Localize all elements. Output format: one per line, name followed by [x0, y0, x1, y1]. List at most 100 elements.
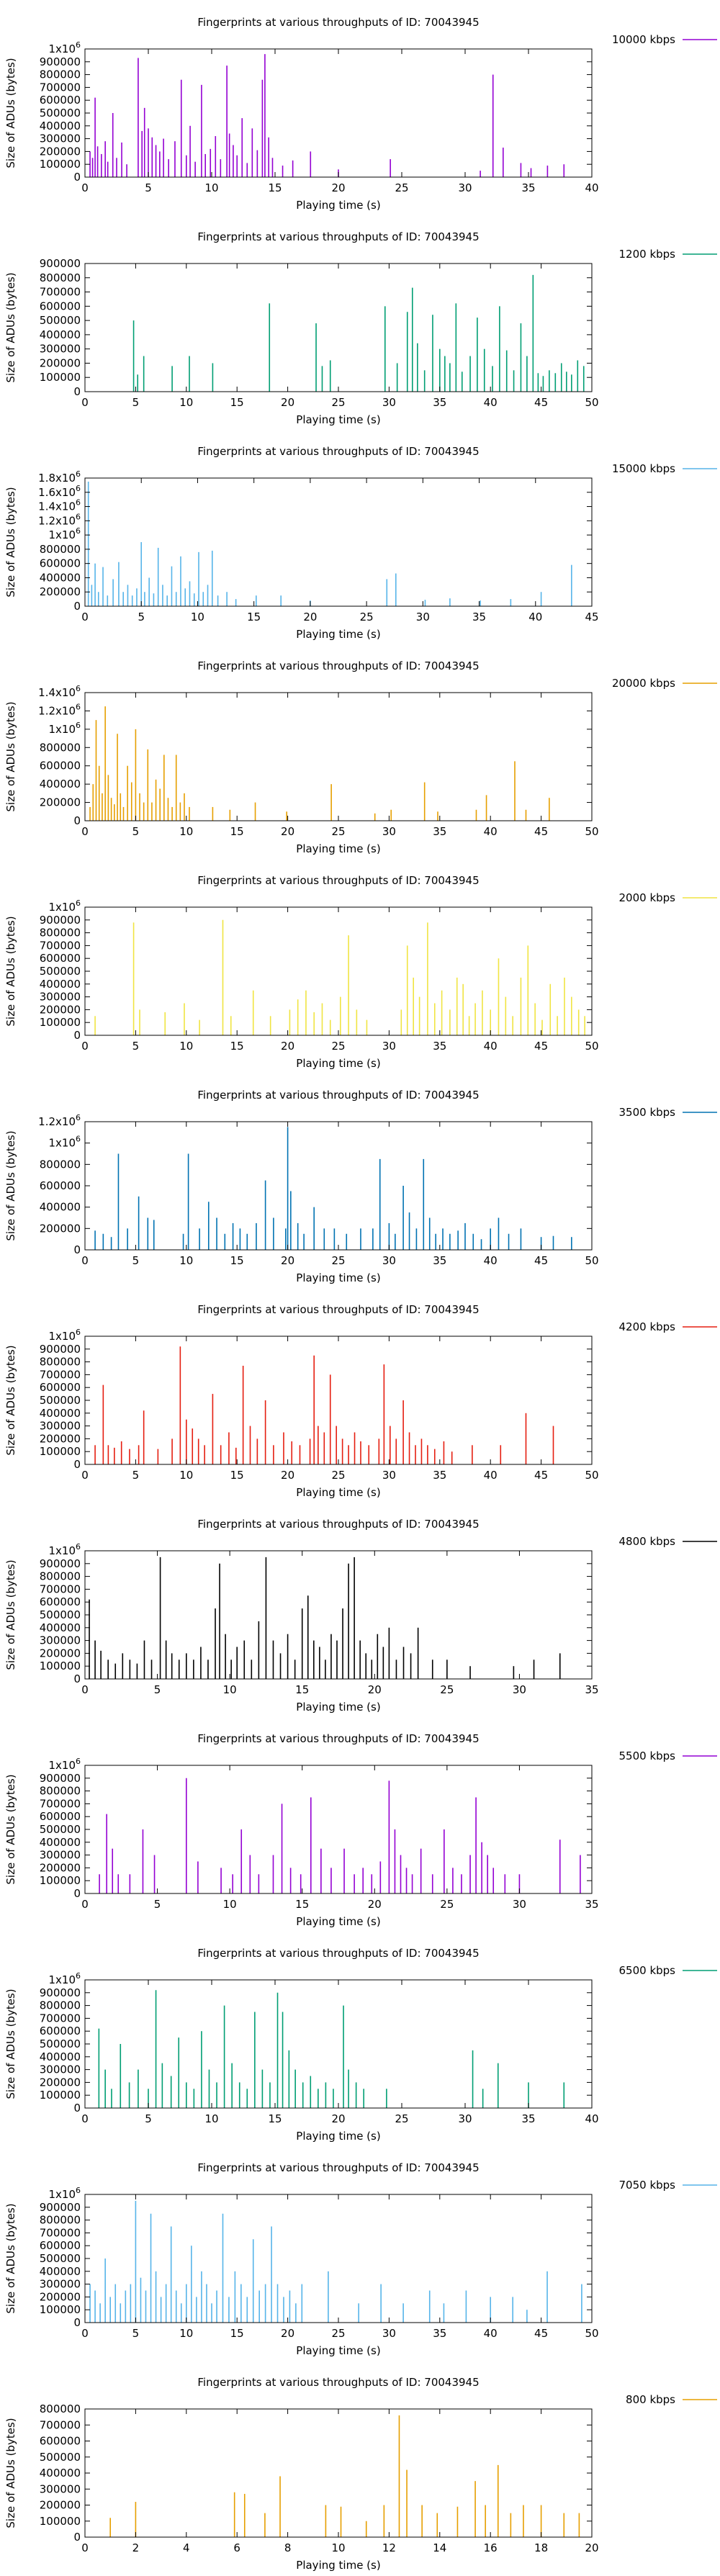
y-tick-label: 0 — [73, 1243, 81, 1256]
x-tick-label: 40 — [585, 2112, 598, 2125]
x-tick-label: 15 — [230, 396, 244, 409]
y-tick-label: 1x106 — [48, 2186, 81, 2201]
x-tick-label: 0 — [81, 825, 89, 838]
x-tick-label: 45 — [534, 1469, 548, 1482]
x-tick-label: 10 — [179, 825, 193, 838]
chart-title: Fingerprints at various throughputs of I… — [197, 2161, 479, 2174]
x-tick-label: 5 — [154, 1898, 161, 1911]
y-tick-label: 500000 — [40, 2037, 81, 2050]
x-tick-label: 35 — [521, 181, 535, 194]
y-tick-label: 1x106 — [48, 1328, 81, 1343]
chart-title: Fingerprints at various throughputs of I… — [197, 1947, 479, 1960]
y-tick-label: 900000 — [40, 914, 81, 927]
y-axis-label: Size of ADUs (bytes) — [4, 1130, 17, 1240]
x-tick-label: 0 — [81, 611, 89, 623]
y-tick-label: 500000 — [40, 1823, 81, 1836]
chart-panel: Fingerprints at various throughputs of I… — [4, 1947, 717, 2143]
x-tick-label: 18 — [534, 2541, 548, 2554]
y-tick-label: 1.8x106 — [38, 469, 81, 485]
x-tick-label: 30 — [382, 1254, 396, 1267]
x-tick-label: 25 — [331, 396, 345, 409]
chart-panel: Fingerprints at various throughputs of I… — [4, 16, 717, 212]
y-tick-label: 0 — [73, 814, 81, 827]
x-tick-label: 50 — [585, 825, 598, 838]
y-axis-label: Size of ADUs (bytes) — [4, 2418, 17, 2528]
x-tick-label: 5 — [132, 1254, 140, 1267]
y-tick-label: 0 — [73, 2531, 81, 2544]
y-tick-label: 0 — [73, 1458, 81, 1471]
y-tick-label: 800000 — [40, 1158, 81, 1171]
x-tick-label: 30 — [513, 1898, 526, 1911]
y-tick-label: 100000 — [40, 371, 81, 384]
y-tick-label: 400000 — [40, 2050, 81, 2063]
x-tick-label: 50 — [585, 1254, 598, 1267]
x-tick-label: 10 — [179, 2327, 193, 2340]
chart-title: Fingerprints at various throughputs of I… — [197, 874, 479, 887]
x-tick-label: 25 — [331, 1040, 345, 1053]
y-tick-label: 900000 — [40, 55, 81, 68]
plot-frame — [84, 48, 593, 178]
y-tick-label: 1.2x106 — [38, 1113, 81, 1128]
y-tick-label: 800000 — [40, 2402, 81, 2415]
y-axis-label: Size of ADUs (bytes) — [4, 487, 17, 597]
x-tick-label: 40 — [528, 611, 542, 623]
y-tick-label: 1x106 — [48, 40, 81, 55]
x-tick-label: 50 — [585, 1040, 598, 1053]
x-tick-label: 15 — [295, 1898, 309, 1911]
y-tick-label: 800000 — [40, 2214, 81, 2227]
y-tick-label: 1x106 — [48, 526, 81, 541]
x-tick-label: 35 — [433, 825, 446, 838]
plot-frame — [84, 906, 593, 1036]
legend-label: 15000 kbps — [612, 462, 675, 475]
y-tick-label: 300000 — [40, 2278, 81, 2291]
y-tick-label: 200000 — [40, 1003, 81, 1016]
x-axis-label: Playing time (s) — [296, 1701, 380, 1713]
y-tick-label: 700000 — [40, 939, 81, 952]
y-tick-label: 100000 — [40, 1445, 81, 1458]
x-tick-label: 6 — [233, 2541, 240, 2554]
x-tick-label: 15 — [230, 1469, 244, 1482]
x-axis-label: Playing time (s) — [296, 2130, 380, 2143]
y-tick-label: 300000 — [40, 991, 81, 1004]
plot-frame — [84, 263, 593, 392]
x-tick-label: 25 — [440, 1898, 454, 1911]
y-tick-label: 600000 — [40, 2435, 81, 2448]
y-tick-label: 500000 — [40, 2451, 81, 2464]
legend-label: 10000 kbps — [612, 33, 675, 46]
y-tick-label: 400000 — [40, 2265, 81, 2278]
y-tick-label: 400000 — [40, 120, 81, 132]
y-tick-label: 0 — [73, 600, 81, 613]
x-tick-label: 35 — [585, 1898, 598, 1911]
y-tick-label: 600000 — [40, 1179, 81, 1192]
chart-title: Fingerprints at various throughputs of I… — [197, 16, 479, 29]
y-tick-label: 700000 — [40, 1582, 81, 1595]
y-tick-label: 200000 — [40, 2499, 81, 2512]
legend-label: 20000 kbps — [612, 677, 675, 690]
y-tick-label: 400000 — [40, 571, 81, 584]
y-tick-label: 600000 — [40, 760, 81, 773]
x-tick-label: 2 — [132, 2541, 140, 2554]
y-axis-label: Size of ADUs (bytes) — [4, 916, 17, 1026]
y-tick-label: 400000 — [40, 778, 81, 791]
x-tick-label: 50 — [585, 1469, 598, 1482]
y-tick-label: 500000 — [40, 1608, 81, 1621]
x-tick-label: 25 — [331, 825, 345, 838]
plot-frame — [84, 477, 593, 607]
x-tick-label: 40 — [585, 181, 598, 194]
x-tick-label: 35 — [433, 2327, 446, 2340]
legend-label: 1200 kbps — [619, 248, 676, 261]
plot-frame — [84, 2408, 593, 2538]
y-tick-label: 200000 — [40, 585, 81, 598]
y-tick-label: 800000 — [40, 68, 81, 81]
legend-label: 800 kbps — [626, 2393, 675, 2406]
chart-panel: Fingerprints at various throughputs of I… — [4, 1732, 717, 1928]
y-tick-label: 700000 — [40, 2012, 81, 2025]
y-tick-label: 400000 — [40, 978, 81, 991]
x-tick-label: 30 — [416, 611, 430, 623]
x-tick-label: 5 — [138, 611, 145, 623]
y-tick-label: 100000 — [40, 2515, 81, 2528]
chart-panel: Fingerprints at various throughputs of I… — [4, 1303, 717, 1499]
chart-panel: Fingerprints at various throughputs of I… — [4, 874, 717, 1070]
x-tick-label: 25 — [395, 2112, 408, 2125]
x-tick-label: 20 — [331, 2112, 345, 2125]
